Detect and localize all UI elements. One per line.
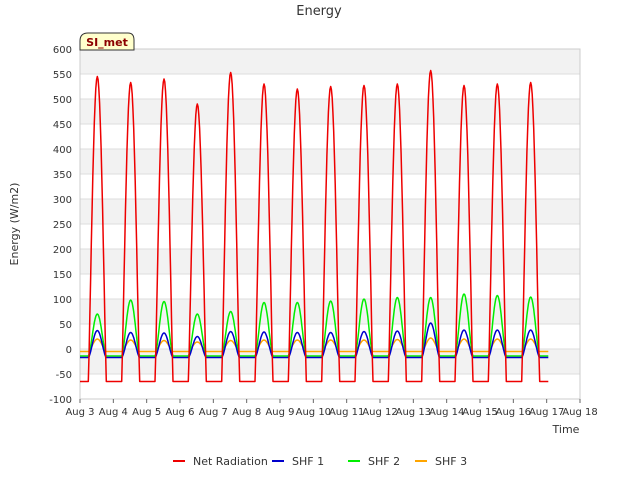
y-tick-label: -100 <box>49 395 72 406</box>
y-tick-label: 300 <box>53 195 72 206</box>
series-line <box>80 69 549 383</box>
legend-label: SHF 1 <box>292 455 324 468</box>
plot-band <box>80 174 580 199</box>
legend-label: SHF 2 <box>368 455 400 468</box>
y-tick-label: 550 <box>53 70 72 81</box>
y-tick-label: -50 <box>56 370 72 381</box>
plot-band <box>80 99 580 124</box>
y-tick-label: 400 <box>53 145 72 156</box>
y-axis-label: Energy (W/m2) <box>8 183 21 266</box>
plot-band <box>80 249 580 274</box>
plot-frame <box>79 48 581 400</box>
x-tick-label: Aug 12 <box>362 407 397 418</box>
x-axis-label: Time <box>552 423 580 436</box>
y-tick-label: 150 <box>53 270 72 281</box>
chart-title: Energy <box>296 4 342 19</box>
plot-band <box>80 199 580 224</box>
y-tick-label: 250 <box>53 220 72 231</box>
y-tick-label: 100 <box>53 295 72 306</box>
plot-band <box>80 49 580 74</box>
x-tick-label: Aug 3 <box>65 407 94 418</box>
y-axis-ticks: -100 -50 0 50 100 150 200 250 300 350 400 450 500 550… <box>49 45 72 406</box>
series-line <box>80 322 549 359</box>
plot-band <box>80 149 580 174</box>
plot-band <box>80 274 580 299</box>
x-tick-label: Aug 6 <box>165 407 194 418</box>
legend-label: SHF 3 <box>435 455 467 468</box>
plot-band <box>80 224 580 249</box>
x-tick-label: Aug 13 <box>396 407 431 418</box>
legend: Net Radiation SHF 1 SHF 2 SHF 3 <box>173 455 467 468</box>
site-label-box: SI_met <box>79 32 135 51</box>
series-layer <box>80 69 549 383</box>
x-tick-label: Aug 16 <box>496 407 531 418</box>
y-tick-label: 500 <box>53 95 72 106</box>
plot-band <box>80 349 580 374</box>
x-tick-label: Aug 18 <box>562 407 597 418</box>
plot-band <box>80 324 580 349</box>
x-tick-label: Aug 15 <box>462 407 497 418</box>
y-tick-label: 50 <box>59 320 72 331</box>
x-tick-label: Aug 7 <box>199 407 228 418</box>
y-tick-label: 0 <box>66 345 72 356</box>
x-tick-label: Aug 9 <box>265 407 294 418</box>
x-axis-ticks: Aug 3 Aug 4 Aug 5 Aug 6 Aug 7 Aug 8 Aug 9 Aug 1… <box>65 399 598 418</box>
y-tick-label: 450 <box>53 120 72 131</box>
plot-band <box>80 374 580 399</box>
legend-label: Net Radiation <box>193 455 268 468</box>
plot-band <box>80 124 580 149</box>
y-tick-label: 350 <box>53 170 72 181</box>
y-tick-label: 200 <box>53 245 72 256</box>
x-tick-label: Aug 17 <box>529 407 564 418</box>
x-tick-label: Aug 4 <box>99 407 128 418</box>
x-tick-label: Aug 11 <box>329 407 364 418</box>
x-tick-label: Aug 8 <box>232 407 261 418</box>
series-line <box>80 337 549 353</box>
y-tick-label: 600 <box>53 45 72 56</box>
x-tick-label: Aug 10 <box>296 407 331 418</box>
series-line <box>80 293 549 357</box>
site-label-text: SI_met <box>86 36 128 49</box>
x-tick-label: Aug 14 <box>429 407 464 418</box>
x-tick-label: Aug 5 <box>132 407 161 418</box>
